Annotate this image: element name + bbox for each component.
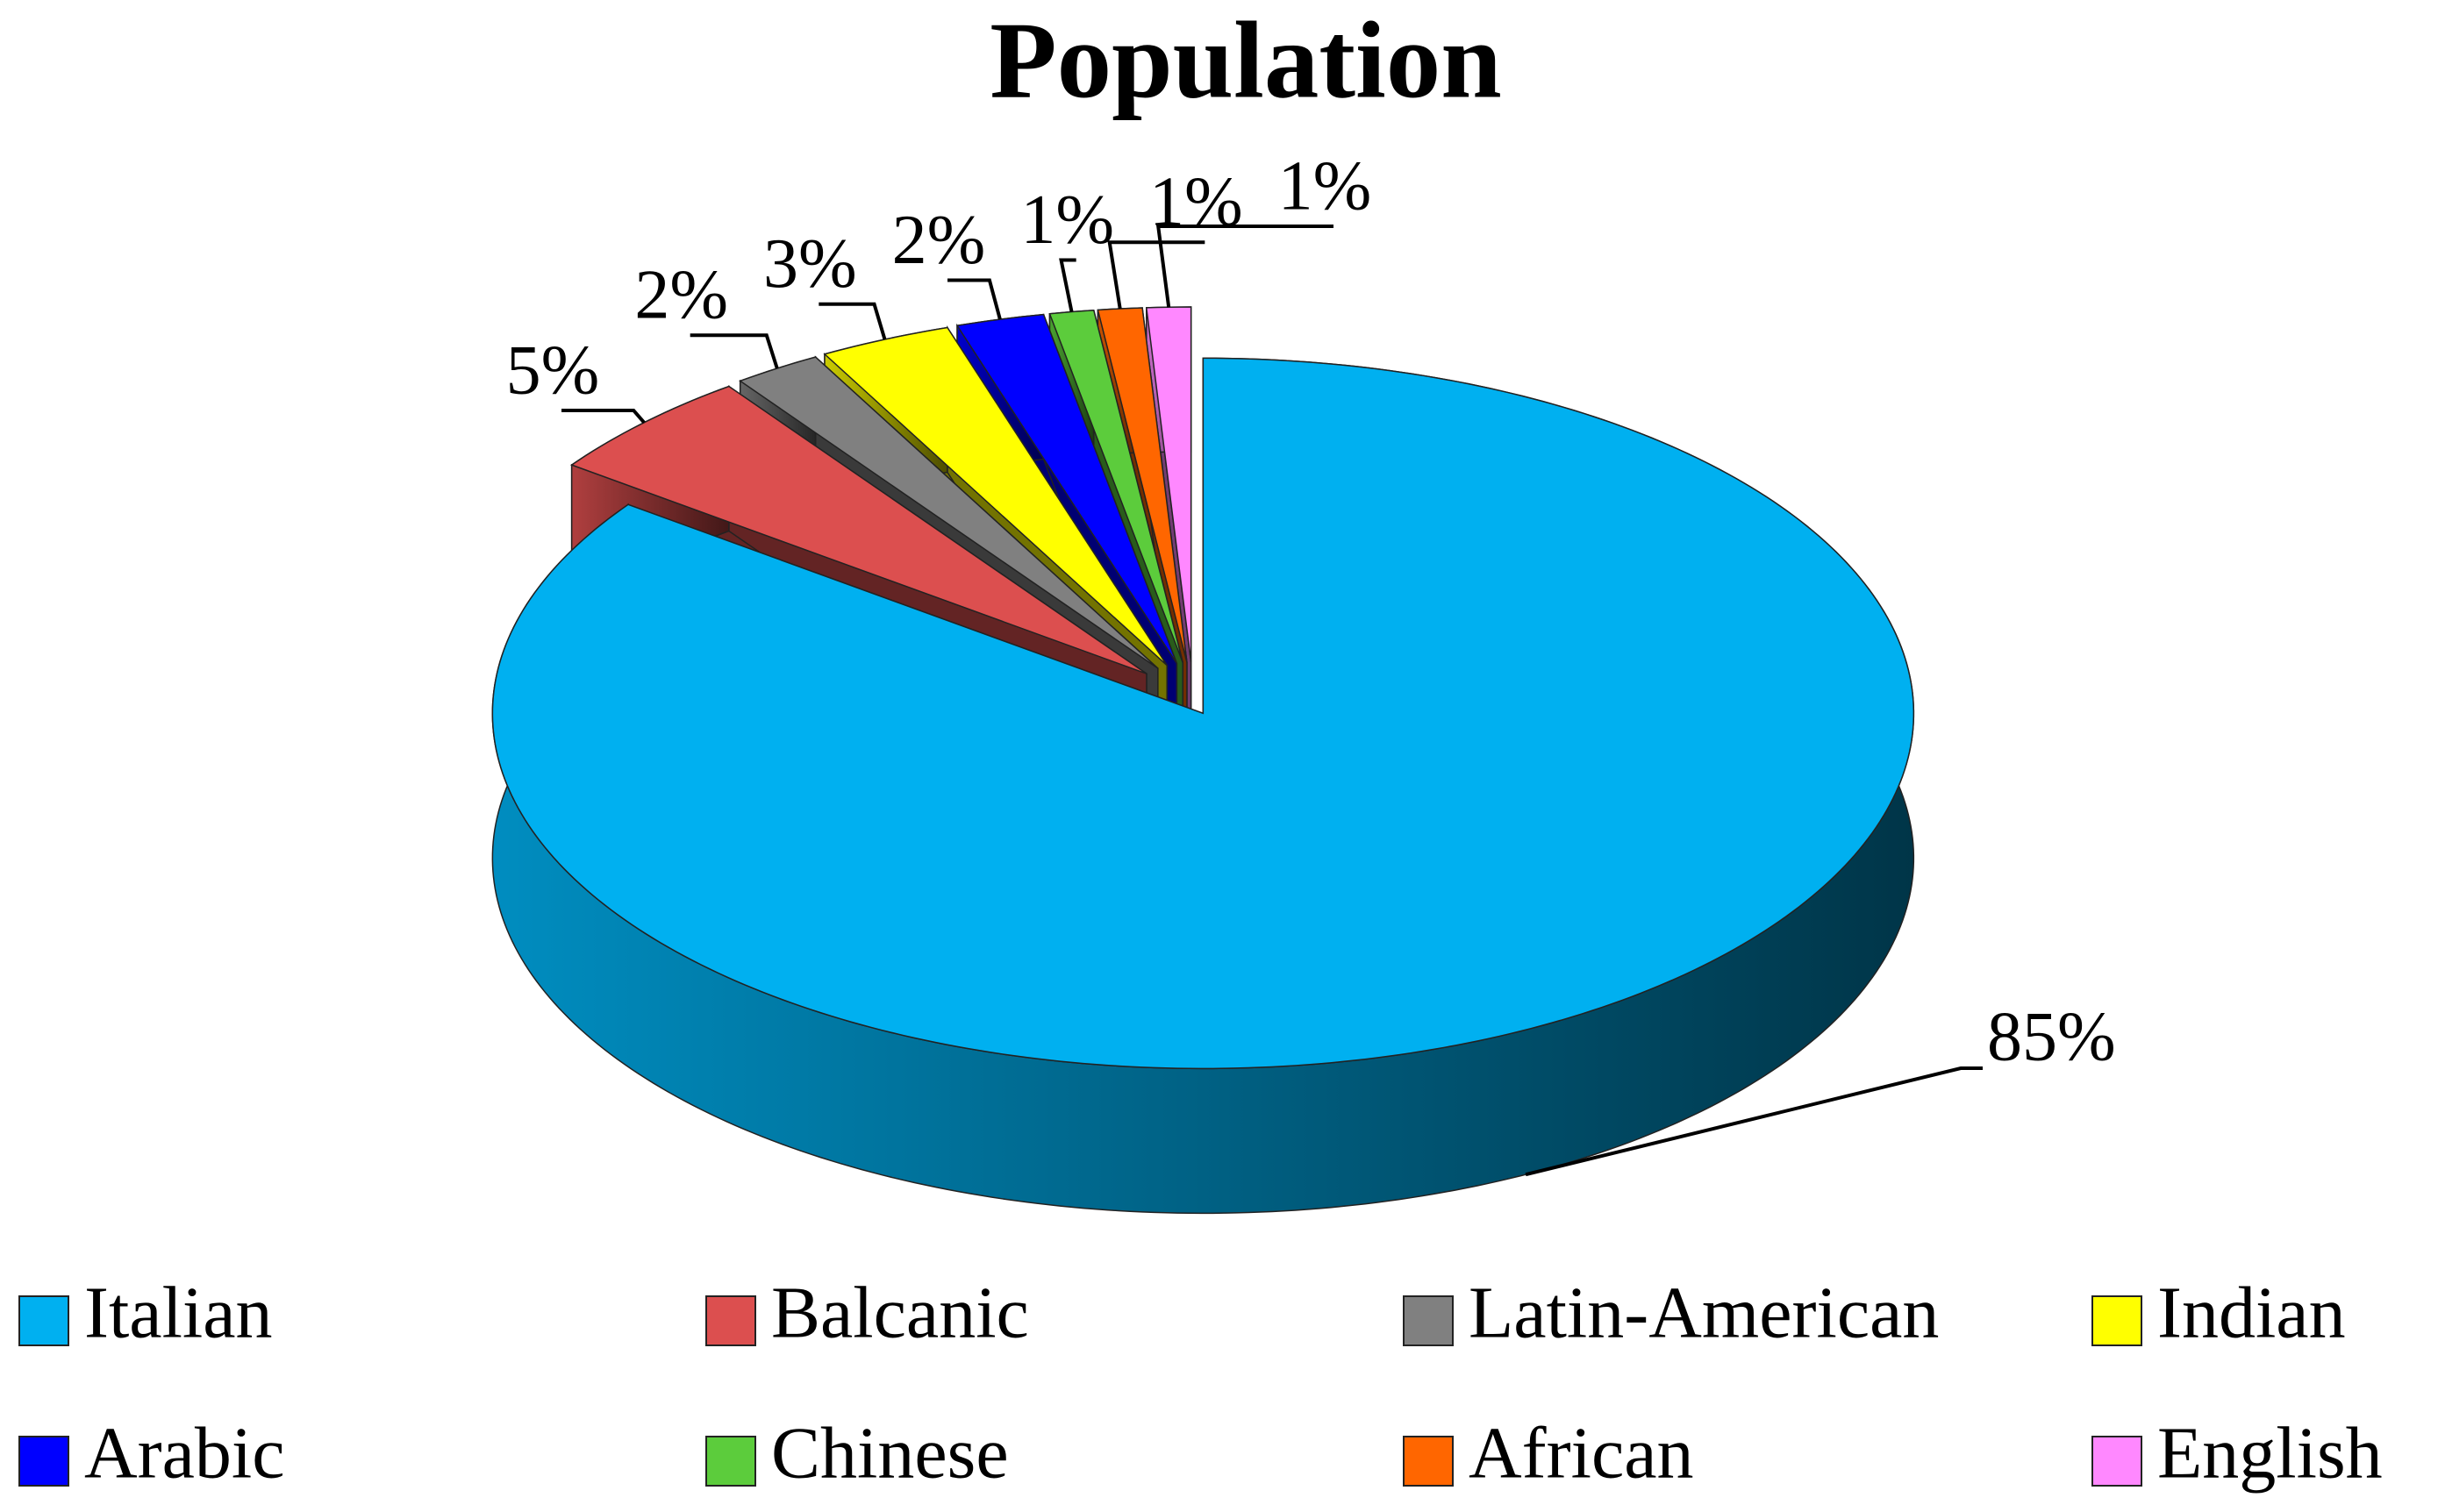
pie-slice: [955, 313, 1178, 664]
leader-line: [561, 409, 646, 424]
legend-swatch: [2091, 1295, 2142, 1346]
legend-label: Chinese: [771, 1412, 1009, 1494]
value-label: 5%: [506, 332, 600, 409]
leader-line: [1059, 258, 1076, 312]
chart-title: Population: [990, 1, 1502, 122]
legend-label: Latin-American: [1469, 1272, 1939, 1353]
value-label: 1%: [1278, 147, 1372, 225]
legend-label: African: [1469, 1412, 1694, 1494]
pie-tops: [491, 306, 1915, 1070]
legend-label: English: [2157, 1412, 2383, 1494]
value-label: 2%: [892, 202, 986, 279]
leader-line: [947, 278, 1002, 320]
pie-slice: [491, 357, 1915, 1070]
leader-line: [1155, 225, 1333, 308]
legend-swatch: [1403, 1295, 1454, 1346]
legend-swatch: [705, 1436, 756, 1487]
value-label: 1%: [1020, 182, 1114, 259]
leader-line: [690, 333, 779, 369]
legend-swatch: [18, 1436, 69, 1487]
legend-swatch: [1403, 1436, 1454, 1487]
value-label: 2%: [634, 257, 728, 334]
leader-line: [1525, 1066, 1983, 1177]
pie-slice: [570, 385, 1148, 674]
legend-label: Italian: [84, 1272, 273, 1353]
legend-label: Indian: [2157, 1272, 2346, 1353]
value-label: 3%: [763, 225, 857, 303]
value-label: 85%: [1987, 998, 2116, 1075]
legend-swatch: [2091, 1436, 2142, 1487]
legend-label: Balcanic: [771, 1272, 1029, 1353]
legend-swatch: [18, 1295, 69, 1346]
legend-label: Arabic: [84, 1412, 285, 1494]
pie-slice: [1048, 309, 1183, 663]
leader-line: [1107, 240, 1205, 310]
leader-line: [819, 302, 887, 340]
value-label: 1%: [1149, 164, 1243, 241]
legend-swatch: [705, 1295, 756, 1346]
